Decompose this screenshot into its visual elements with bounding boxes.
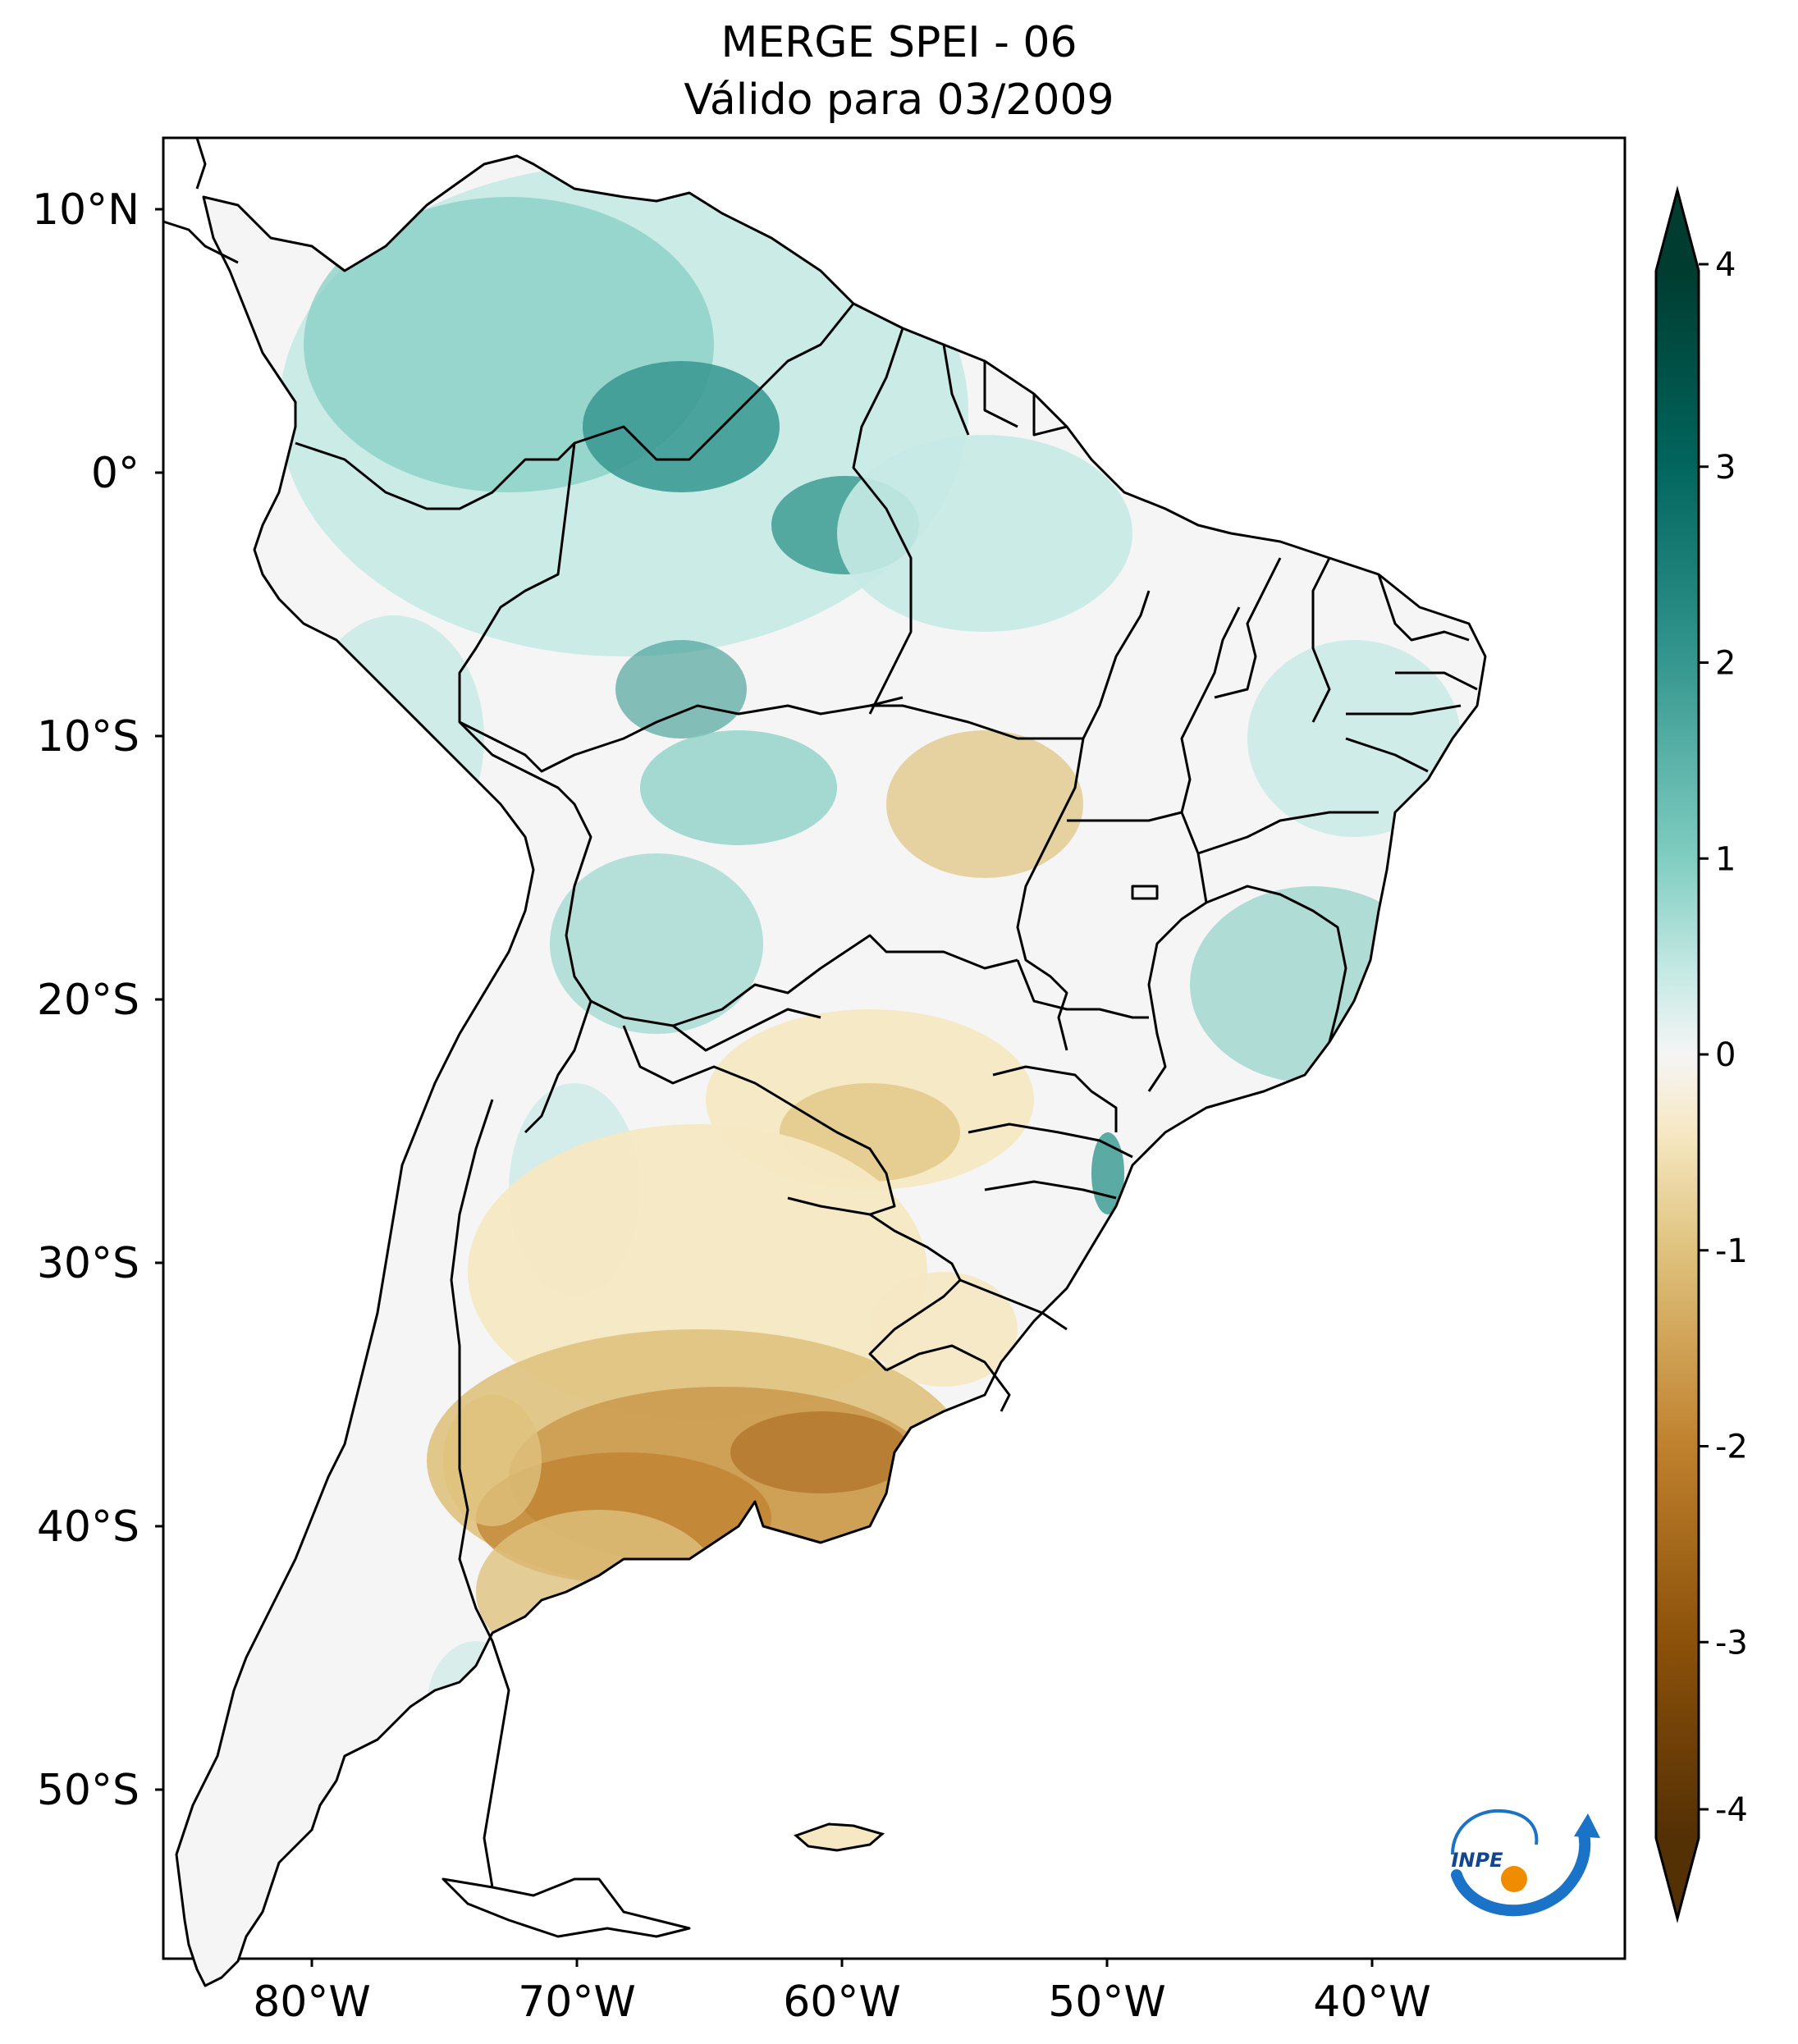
colorbar-tick-label: -4 xyxy=(1715,1791,1748,1829)
chart-title-line1: MERGE SPEI - 06 xyxy=(721,18,1077,67)
colorbar xyxy=(1654,185,1700,1923)
colorbar-tick-label: 2 xyxy=(1715,645,1736,683)
colorbar-tick-label: 1 xyxy=(1715,840,1736,878)
lon-tick-label: 40°W xyxy=(1313,1978,1431,2027)
lon-tick-label: 60°W xyxy=(783,1978,901,2027)
axis-ticks xyxy=(155,208,1374,1967)
logo-text: INPE xyxy=(1452,1849,1504,1872)
colorbar-tick-label: -2 xyxy=(1715,1429,1748,1466)
lon-tick-label: 50°W xyxy=(1048,1978,1166,2027)
inpe-logo: INPE xyxy=(1451,1809,1600,1917)
lon-tick-label: 70°W xyxy=(518,1978,636,2027)
colorbar-labels: 4 3 2 1 0 -1 -2 -3 -4 xyxy=(1715,246,1748,1829)
lat-tick-label: 10°S xyxy=(37,712,140,761)
colorbar-tick-label: -1 xyxy=(1715,1232,1748,1270)
colorbar-tick-label: 3 xyxy=(1715,449,1736,487)
colorbar-ticks xyxy=(1699,263,1709,1811)
lat-tick-label: 50°S xyxy=(37,1766,140,1815)
lat-tick-label: 0° xyxy=(91,449,140,498)
coastline xyxy=(162,137,1487,1987)
lat-tick-label: 30°S xyxy=(37,1239,140,1288)
colorbar-tick-label: 0 xyxy=(1715,1036,1736,1074)
chart-title-line2: Válido para 03/2009 xyxy=(684,75,1114,125)
lat-tick-label: 20°S xyxy=(37,976,140,1025)
lon-tick-label: 80°W xyxy=(253,1978,371,2027)
colorbar-tick-label: 4 xyxy=(1715,246,1736,284)
lat-tick-label: 10°N xyxy=(32,185,140,235)
colorbar-tick-label: -3 xyxy=(1715,1624,1748,1662)
lat-tick-label: 40°S xyxy=(37,1502,140,1552)
